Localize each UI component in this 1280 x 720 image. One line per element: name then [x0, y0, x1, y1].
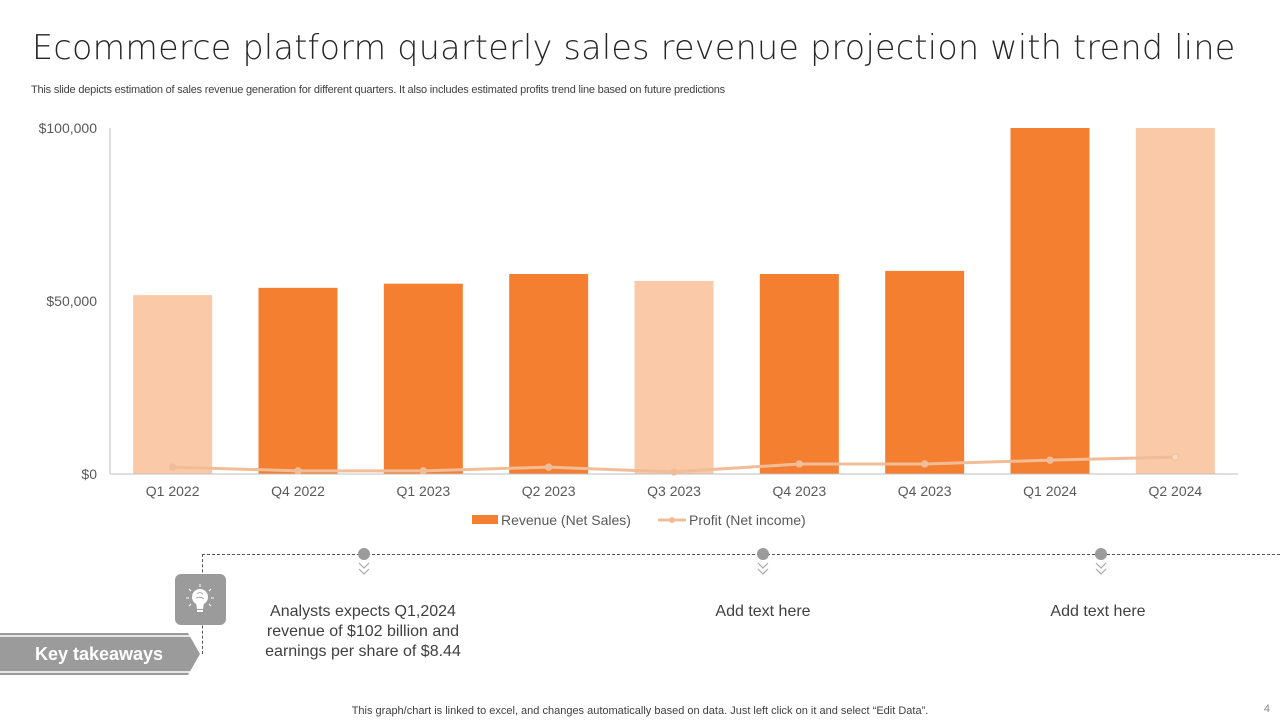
revenue-bar	[759, 274, 839, 474]
x-tick-label: Q3 2023	[647, 483, 701, 499]
chart-legend: Revenue (Net Sales) Profit (Net income)	[472, 512, 806, 528]
takeaway-note-3: Add text here	[1050, 603, 1146, 620]
revenue-profit-chart[interactable]: $0$50,000$100,000 Q1 2022 Q4 2022 Q1 2023 Q…	[0, 110, 1280, 535]
key-takeaways-banner	[0, 633, 200, 675]
profit-line-series	[168, 453, 1180, 476]
legend-profit-label: Profit (Net income)	[689, 512, 806, 528]
revenue-bar	[383, 283, 463, 474]
lightbulb-brain-icon	[186, 584, 214, 612]
chevron-down-icon	[1095, 562, 1107, 575]
revenue-bar	[509, 274, 589, 474]
x-axis-labels: Q1 2022 Q4 2022 Q1 2023 Q2 2023 Q3 2023 Q4 20…	[146, 483, 1203, 499]
timeline-marker-2	[757, 548, 769, 560]
slide-title: Ecommerce platform quarterly sales reven…	[32, 28, 1236, 68]
revenue-bars	[133, 128, 1215, 474]
x-tick-label: Q4 2023	[772, 483, 826, 499]
page-number: 4	[1263, 703, 1270, 715]
takeaway-note-1: Analysts expects Q1,2024 revenue of $102…	[265, 603, 461, 660]
revenue-bar	[258, 287, 338, 474]
x-tick-label: Q1 2023	[396, 483, 450, 499]
takeaway-note-2: Add text here	[715, 603, 811, 620]
profit-point	[168, 463, 177, 471]
y-axis-labels: $0 $50,000 $100,000	[39, 120, 98, 482]
key-takeaways-label: Key takeaways	[34, 644, 164, 664]
revenue-bar	[634, 280, 714, 474]
revenue-bar	[1135, 128, 1215, 474]
legend-revenue-swatch	[472, 515, 498, 524]
profit-point	[419, 467, 428, 475]
profit-point	[1046, 456, 1054, 464]
y-tick-label: $0	[81, 466, 97, 482]
takeaway-icon-box	[175, 574, 226, 625]
revenue-bar	[1010, 128, 1090, 474]
y-tick-label: $100,000	[39, 120, 98, 136]
profit-point	[670, 468, 678, 476]
chevron-down-icon	[757, 562, 769, 575]
profit-point	[294, 467, 302, 475]
legend-revenue-label: Revenue (Net Sales)	[501, 512, 631, 528]
x-tick-label: Q1 2022	[146, 483, 200, 499]
y-tick-label: $50,000	[46, 293, 97, 309]
chevron-down-icon	[358, 562, 370, 575]
profit-point	[1171, 453, 1180, 461]
slide-subtitle: This slide depicts estimation of sales r…	[31, 84, 725, 96]
x-tick-label: Q2 2023	[522, 483, 576, 499]
timeline-marker-3	[1095, 548, 1107, 560]
profit-point	[920, 460, 929, 468]
timeline-marker-1	[358, 548, 370, 560]
legend-profit-marker	[669, 517, 675, 523]
profit-point	[544, 463, 553, 471]
x-tick-label: Q4 2023	[898, 483, 952, 499]
x-tick-label: Q4 2022	[271, 483, 325, 499]
timeline-dashed-line	[202, 554, 1280, 555]
x-tick-label: Q2 2024	[1148, 483, 1202, 499]
profit-point	[795, 460, 804, 468]
revenue-bar	[133, 295, 213, 474]
footer-note: This graph/chart is linked to excel, and…	[351, 705, 929, 717]
revenue-bar	[885, 270, 965, 474]
x-tick-label: Q1 2024	[1023, 483, 1077, 499]
